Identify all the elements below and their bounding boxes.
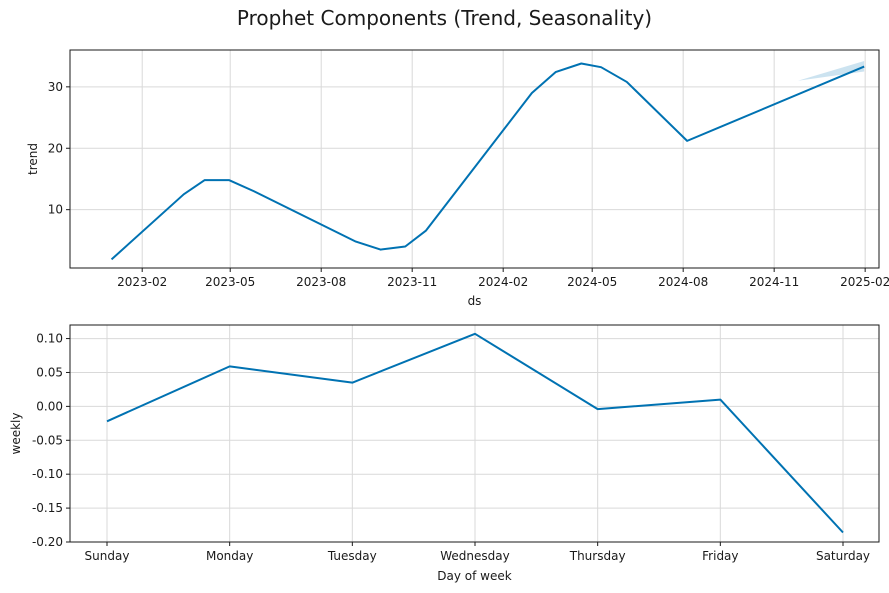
trend-y-tick-label: 20 bbox=[48, 141, 63, 155]
weekly-y-tick-label: -0.20 bbox=[32, 535, 63, 549]
weekly-x-tick-label: Thursday bbox=[569, 549, 626, 563]
weekly-y-tick-label: -0.15 bbox=[32, 501, 63, 515]
weekly-x-tick-label: Saturday bbox=[816, 549, 870, 563]
trend-x-tick-label: 2024-02 bbox=[478, 275, 528, 289]
weekly-y-axis-label: weekly bbox=[9, 413, 23, 455]
trend-x-tick-label: 2024-11 bbox=[749, 275, 799, 289]
weekly-line bbox=[106, 332, 844, 534]
trend-x-axis-label: ds bbox=[468, 294, 482, 308]
weekly-panel: Sunday Monday Tuesday Wednesday Thursday Frid… bbox=[9, 324, 880, 583]
weekly-y-tick-label: 0.10 bbox=[36, 332, 63, 346]
weekly-y-tick-label: -0.10 bbox=[32, 467, 63, 481]
trend-plot-frame bbox=[69, 49, 880, 269]
weekly-y-tick-label: -0.05 bbox=[32, 433, 63, 447]
chart-title: Prophet Components (Trend, Seasonality) bbox=[236, 6, 653, 30]
trend-x-tick-label: 2023-11 bbox=[387, 275, 437, 289]
trend-y-axis-label: trend bbox=[26, 143, 40, 175]
trend-x-tick-label: 2023-05 bbox=[205, 275, 255, 289]
trend-x-tick-label: 2023-08 bbox=[296, 275, 346, 289]
trend-y-tick-label: 30 bbox=[48, 80, 63, 94]
trend-panel: 2023-02 2023-05 2023-08 2023-11 2024-02 2024-… bbox=[26, 49, 889, 308]
trend-uncertainty-band bbox=[797, 61, 865, 81]
trend-x-tick-label: 2024-05 bbox=[567, 275, 617, 289]
weekly-x-tick-label: Sunday bbox=[85, 549, 130, 563]
trend-x-tick-label: 2024-08 bbox=[658, 275, 708, 289]
weekly-y-tick-label: 0.05 bbox=[36, 365, 63, 379]
trend-y-tick-label: 10 bbox=[48, 203, 63, 217]
weekly-plot-frame bbox=[69, 324, 880, 543]
trend-x-tick-label: 2025-02 bbox=[840, 275, 889, 289]
weekly-x-tick-label: Monday bbox=[206, 549, 253, 563]
weekly-y-tick-label: 0.00 bbox=[36, 399, 63, 413]
trend-line bbox=[110, 62, 865, 261]
weekly-x-tick-label: Friday bbox=[702, 549, 738, 563]
trend-x-tick-label: 2023-02 bbox=[117, 275, 167, 289]
weekly-x-tick-label: Tuesday bbox=[327, 549, 377, 563]
weekly-x-tick-label: Wednesday bbox=[440, 549, 509, 563]
weekly-x-axis-label: Day of week bbox=[437, 569, 511, 583]
